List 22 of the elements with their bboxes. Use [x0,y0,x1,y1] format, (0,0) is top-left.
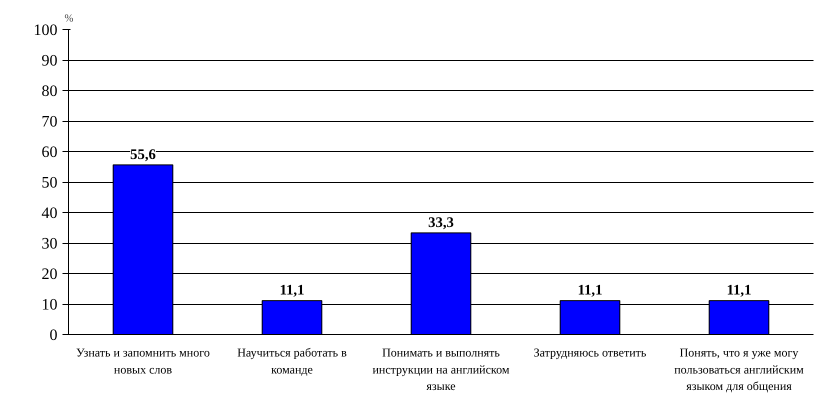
y-tick-label: 30 [42,236,58,252]
y-tick-label: 70 [42,114,58,130]
y-tick-label: 40 [42,205,58,222]
y-axis-title: % [64,14,74,24]
y-tick-label: 50 [42,174,58,192]
y-tick-label: 80 [42,83,58,100]
x-tick-label: Узнать и запомнить много новых слов [76,346,210,376]
data-label: 11,1 [280,282,304,299]
x-tick-label: Научиться работать в команде [237,346,348,376]
y-tick-label: 10 [42,296,58,314]
data-label: 11,1 [726,282,752,299]
data-label: 55,6 [130,146,156,163]
y-tick-label: 20 [42,266,58,283]
y-tick-label: 0 [50,327,58,344]
x-tick-label: Понимать и выполнять инструкции на английском языке [372,346,510,394]
data-label: 33,3 [428,214,454,231]
x-tick-label: Затрудняюсь ответить [534,346,647,360]
y-tick-label: 60 [42,144,58,161]
x-tick-label: Понять, что я уже могу пользоваться английским языком для общения [674,346,804,394]
y-tick-label: 100 [34,22,58,39]
y-tick-label: 90 [42,52,58,70]
data-label: 11,1 [578,282,602,299]
